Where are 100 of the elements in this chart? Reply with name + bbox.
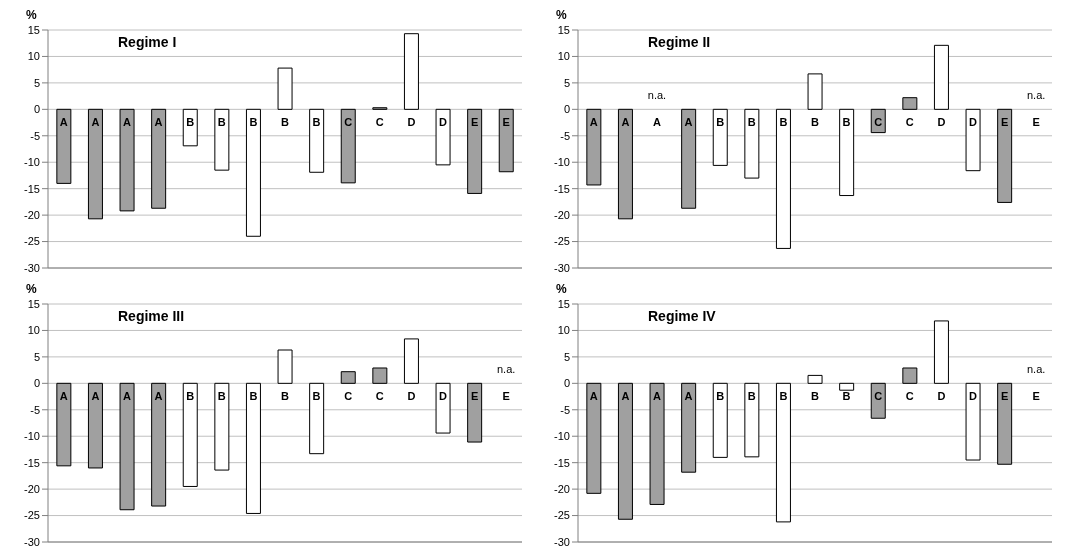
y-tick-label: -10 xyxy=(24,156,40,169)
bar xyxy=(997,382,1013,465)
bar xyxy=(681,382,697,473)
bar xyxy=(775,382,791,523)
x-tick-label: B xyxy=(186,390,195,403)
x-tick-label: E xyxy=(1032,390,1040,403)
x-tick-label: B xyxy=(842,390,851,403)
x-tick-label: D xyxy=(439,116,448,129)
x-tick-label: D xyxy=(407,390,416,403)
x-tick-label: A xyxy=(91,116,100,129)
bar xyxy=(56,108,72,184)
annotation: n.a. xyxy=(646,89,668,102)
bar xyxy=(617,382,633,520)
x-tick-label: B xyxy=(842,116,851,129)
y-tick-label: -10 xyxy=(24,430,40,443)
y-tick-label: -20 xyxy=(554,483,570,496)
x-tick-label: C xyxy=(905,390,914,403)
y-axis-title: % xyxy=(556,282,567,296)
x-tick-label: B xyxy=(186,116,195,129)
y-tick-label: -5 xyxy=(30,403,40,416)
y-tick-label: 5 xyxy=(563,350,570,363)
y-tick-label: -10 xyxy=(554,156,570,169)
x-tick-label: B xyxy=(312,390,321,403)
y-axis-title: % xyxy=(26,282,37,296)
y-tick-label: 5 xyxy=(33,350,40,363)
bar xyxy=(467,382,483,443)
y-tick-label: -5 xyxy=(560,129,570,142)
y-tick-label: 15 xyxy=(27,23,40,36)
x-tick-label: B xyxy=(716,116,725,129)
y-tick-label: -10 xyxy=(554,430,570,443)
y-tick-label: -15 xyxy=(24,456,40,469)
x-tick-label: A xyxy=(621,390,630,403)
bar xyxy=(214,108,230,171)
x-tick-label: B xyxy=(779,116,788,129)
y-tick-label: 0 xyxy=(33,103,40,116)
y-tick-label: -20 xyxy=(554,209,570,222)
x-tick-label: D xyxy=(969,116,978,129)
y-tick-label: -25 xyxy=(24,235,40,248)
x-tick-label: A xyxy=(653,116,662,129)
x-tick-label: E xyxy=(470,390,479,403)
y-tick-label: -25 xyxy=(24,509,40,522)
bar xyxy=(775,108,791,249)
y-tick-label: 0 xyxy=(563,377,570,390)
x-tick-label: C xyxy=(905,116,914,129)
x-tick-label: B xyxy=(779,390,788,403)
bar xyxy=(151,108,167,209)
y-tick-label: -20 xyxy=(24,483,40,496)
x-tick-label: D xyxy=(439,390,448,403)
bar xyxy=(617,108,633,220)
x-tick-label: C xyxy=(375,116,384,129)
x-tick-label: A xyxy=(684,390,693,403)
annotation: n.a. xyxy=(1026,89,1047,102)
chart-title: Regime II xyxy=(648,34,711,50)
x-tick-label: D xyxy=(937,390,946,403)
bar xyxy=(87,108,103,220)
y-axis-title: % xyxy=(26,8,37,22)
x-tick-label: E xyxy=(502,116,510,129)
bar xyxy=(245,108,261,237)
x-tick-label: B xyxy=(811,116,820,129)
x-tick-label: B xyxy=(281,116,290,129)
x-tick-label: A xyxy=(59,390,68,403)
bar xyxy=(403,33,419,110)
y-tick-label: 10 xyxy=(27,50,40,63)
y-tick-label: -25 xyxy=(554,509,570,522)
bar xyxy=(119,382,135,511)
x-tick-label: A xyxy=(589,116,598,129)
y-axis-title: % xyxy=(556,8,567,22)
bar xyxy=(744,382,760,458)
y-tick-label: -25 xyxy=(554,235,570,248)
x-tick-label: A xyxy=(589,390,598,403)
x-tick-label: B xyxy=(312,116,321,129)
x-tick-label: B xyxy=(747,116,756,129)
y-tick-label: 0 xyxy=(563,103,570,116)
bar xyxy=(839,382,855,391)
chart-title: Regime I xyxy=(118,34,177,50)
bar xyxy=(56,382,72,467)
x-tick-label: D xyxy=(969,390,978,403)
x-tick-label: A xyxy=(123,116,132,129)
y-tick-label: -30 xyxy=(554,535,570,548)
x-tick-label: A xyxy=(154,390,163,403)
bar xyxy=(712,382,728,458)
y-tick-label: 5 xyxy=(563,76,570,89)
x-tick-label: B xyxy=(249,116,258,129)
y-tick-label: 0 xyxy=(33,377,40,390)
x-tick-label: A xyxy=(621,116,630,129)
bar xyxy=(435,108,451,166)
x-tick-label: D xyxy=(407,116,416,129)
x-tick-label: B xyxy=(811,390,820,403)
chart-title: Regime III xyxy=(118,308,185,324)
x-tick-label: E xyxy=(1000,390,1009,403)
x-tick-label: A xyxy=(653,390,662,403)
y-tick-label: -5 xyxy=(30,129,40,142)
y-tick-label: -15 xyxy=(554,456,570,469)
y-tick-label: 10 xyxy=(557,50,570,63)
x-tick-label: A xyxy=(154,116,163,129)
bar xyxy=(681,108,697,209)
x-tick-label: A xyxy=(91,390,100,403)
bar xyxy=(839,108,855,197)
bar xyxy=(586,108,602,186)
bar xyxy=(902,367,918,384)
